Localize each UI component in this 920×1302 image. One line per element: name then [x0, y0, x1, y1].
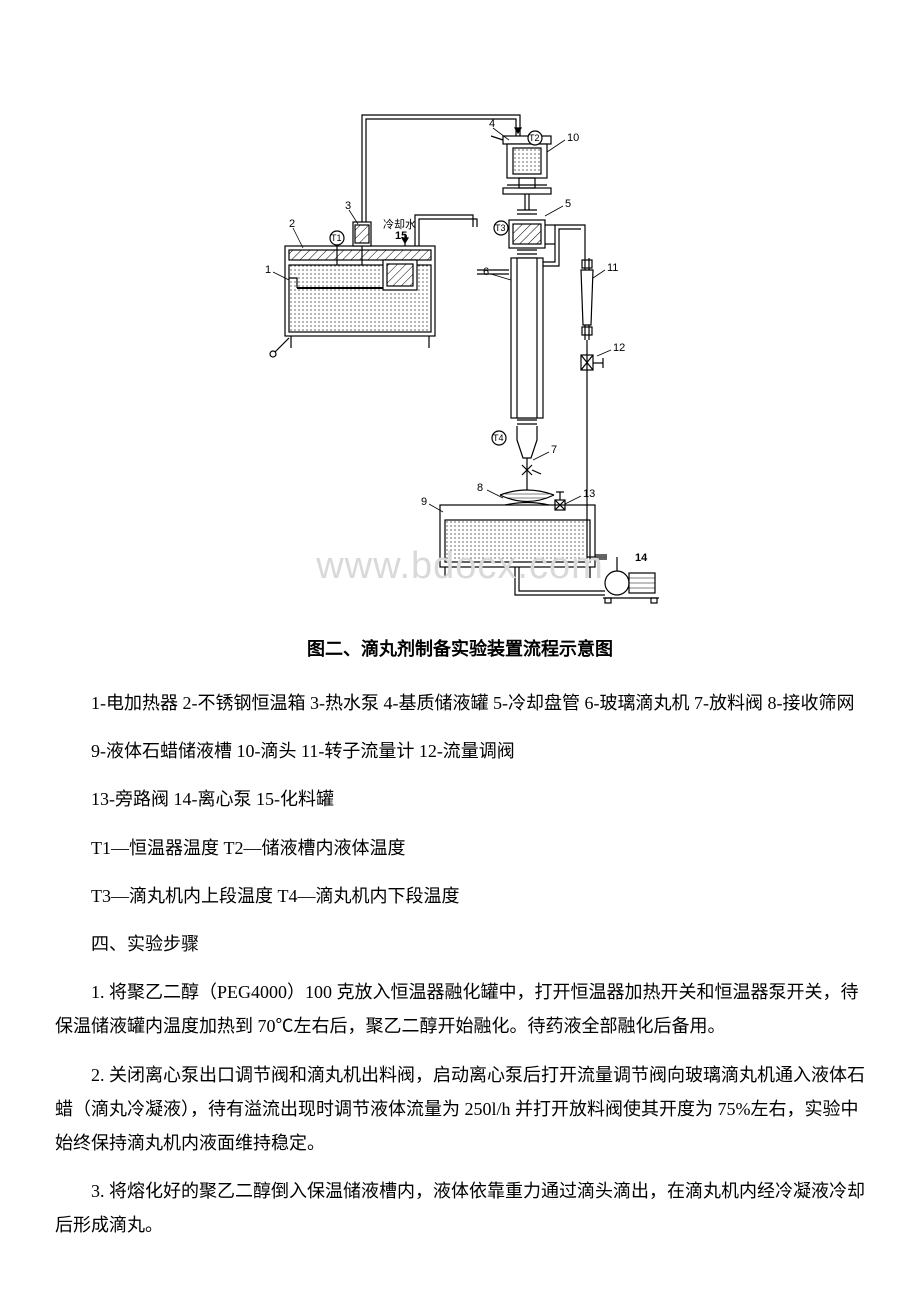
component-11: [581, 258, 593, 340]
leader-10: [547, 140, 565, 152]
legend-line3: 13-旁路阀 14-离心泵 15-化料罐: [55, 782, 865, 816]
label-14: 14: [635, 552, 647, 564]
figure-container: 4 10 5 6 11 12 7 8 9 13 14 2 1 3 冷却水 15 …: [55, 60, 865, 620]
component-14: [603, 557, 659, 603]
label-4: 4: [489, 118, 495, 130]
label-3: 3: [345, 200, 351, 212]
body-content: 1-电加热器 2-不锈钢恒温箱 3-热水泵 4-基质储液罐 5-冷却盘管 6-玻…: [55, 686, 865, 1242]
step-1: 1. 将聚乙二醇（PEG4000）100 克放入恒温器融化罐中，打开恒温器加热开…: [55, 975, 865, 1043]
label-11: 11: [607, 262, 618, 274]
pipe-to-flowmeter: [543, 225, 585, 266]
leader-8: [487, 490, 503, 498]
leader-6: [491, 274, 511, 280]
component-9: [440, 503, 607, 579]
leader-5: [545, 206, 563, 216]
label-t2: T2: [529, 133, 540, 143]
label-2: 2: [289, 218, 295, 230]
diagram-svg: [245, 60, 675, 620]
apparatus-diagram: 4 10 5 6 11 12 7 8 9 13 14 2 1 3 冷却水 15 …: [245, 60, 675, 620]
component-8: [500, 490, 554, 502]
label-1: 1: [265, 264, 271, 276]
label-8: 8: [477, 482, 483, 494]
label-t1: T1: [331, 233, 342, 243]
leader-11: [593, 270, 605, 278]
leader-12: [597, 350, 611, 356]
label-7: 7: [551, 444, 557, 456]
label-6: 6: [483, 266, 489, 278]
label-t4: T4: [493, 433, 504, 443]
label-15: 15: [395, 230, 407, 242]
label-t3: T3: [495, 223, 506, 233]
component-4: [491, 131, 551, 194]
leader-4: [493, 128, 509, 140]
section-title: 四、实验步骤: [55, 927, 865, 961]
legend-line2: 9-液体石蜡储液槽 10-滴头 11-转子流量计 12-流量调阀: [55, 734, 865, 768]
step-2: 2. 关闭离心泵出口调节阀和滴丸机出料阀，启动离心泵后打开流量调节阀向玻璃滴丸机…: [55, 1058, 865, 1161]
label-13: 13: [583, 488, 595, 500]
legend-line5: T3—滴丸机内上段温度 T4—滴丸机内下段温度: [55, 879, 865, 913]
label-10: 10: [567, 132, 579, 144]
component-6: [511, 250, 543, 424]
label-12: 12: [613, 342, 625, 354]
component-15: [383, 260, 417, 290]
figure-caption: 图二、滴丸剂制备实验装置流程示意图: [55, 635, 865, 661]
leader-7: [533, 452, 549, 460]
legend-line1: 1-电加热器 2-不锈钢恒温箱 3-热水泵 4-基质储液罐 5-冷却盘管 6-玻…: [55, 686, 865, 720]
component-12: [581, 340, 603, 380]
side-pipe: [477, 270, 509, 274]
pipe-return: [415, 215, 477, 246]
step-3: 3. 将熔化好的聚乙二醇倒入保温储液槽内，液体依靠重力通过滴头滴出，在滴丸机内经…: [55, 1174, 865, 1242]
legend-line4: T1—恒温器温度 T2—储液槽内液体温度: [55, 831, 865, 865]
leader-13: [565, 496, 581, 504]
label-5: 5: [565, 198, 571, 210]
leader-2: [293, 228, 303, 248]
label-9: 9: [421, 496, 427, 508]
component-5: [494, 194, 555, 248]
